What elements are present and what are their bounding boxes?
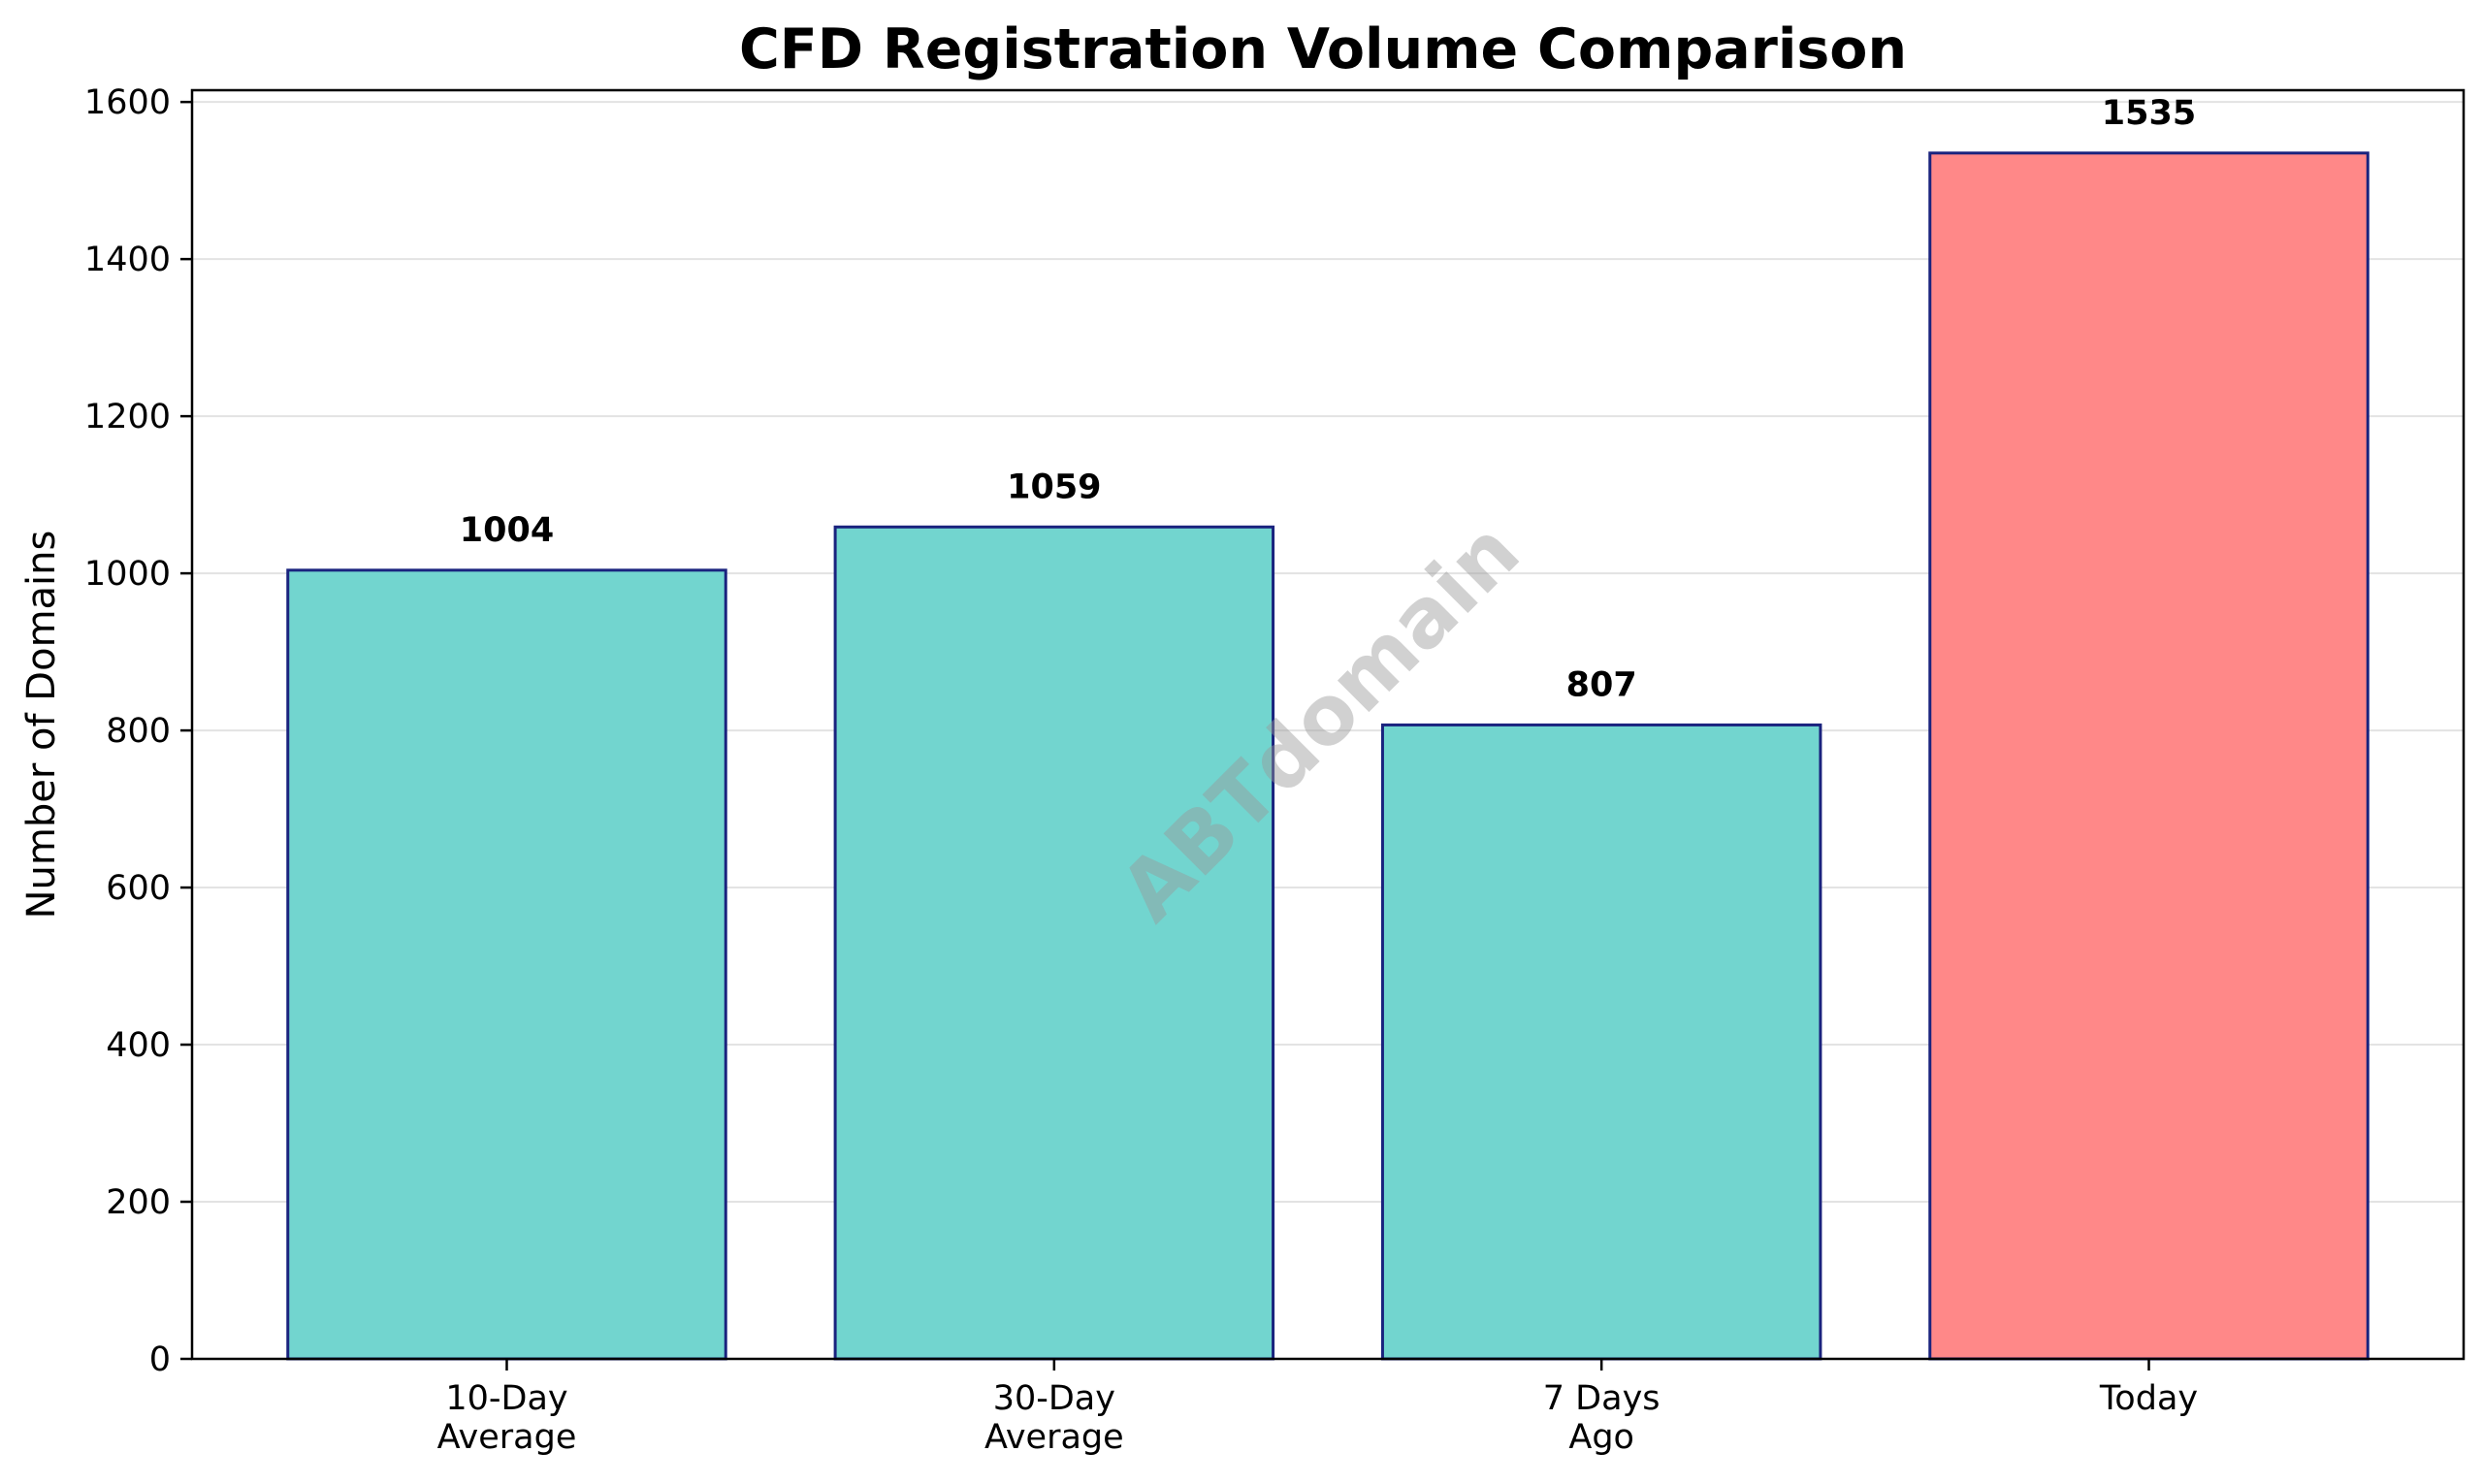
x-axis-ticks: 10-Day Average 30-Day Average 7 Days Ago Today bbox=[437, 1359, 2198, 1457]
y-tick-label: 1000 bbox=[84, 555, 171, 594]
y-tick-label: 1200 bbox=[84, 398, 171, 436]
y-tick-label: 400 bbox=[106, 1026, 171, 1065]
bar-value-label: 1004 bbox=[460, 511, 554, 550]
y-tick-label: 200 bbox=[106, 1183, 171, 1222]
plot-frame bbox=[190, 88, 2466, 1361]
bar bbox=[1928, 151, 2370, 1361]
y-axis-label: Number of Domains bbox=[19, 531, 64, 919]
bar bbox=[833, 525, 1275, 1361]
x-tick-label: 7 Days Ago bbox=[1543, 1379, 1661, 1457]
x-tick-label: 30-Day Average bbox=[984, 1379, 1124, 1457]
bar-value-label: 1535 bbox=[2102, 94, 2196, 133]
y-tick-label: 0 bbox=[149, 1340, 171, 1379]
bar-value-label: 1059 bbox=[1007, 468, 1101, 506]
chart-title: CFD Registration Volume Comparison bbox=[739, 17, 1907, 81]
bar bbox=[286, 568, 727, 1361]
y-tick-label: 800 bbox=[106, 712, 171, 751]
bar bbox=[1380, 723, 1822, 1361]
y-axis-ticks: 0 200 400 600 800 1000 1200 1400 1600 bbox=[84, 83, 192, 1379]
y-tick-label: 1400 bbox=[84, 241, 171, 279]
y-tick-label: 1600 bbox=[84, 83, 171, 122]
bar-value-label: 807 bbox=[1566, 665, 1637, 704]
x-tick-label: 10-Day Average bbox=[437, 1379, 577, 1457]
bars bbox=[286, 151, 2370, 1361]
y-tick-label: 600 bbox=[106, 869, 171, 908]
value-labels: 1004 1059 807 1535 bbox=[460, 94, 2196, 705]
x-tick-label: Today bbox=[2099, 1379, 2198, 1418]
